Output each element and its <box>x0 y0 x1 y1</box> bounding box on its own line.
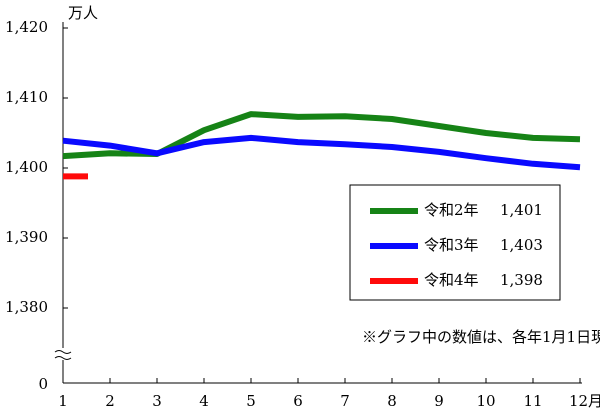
legend-label: 令和4年 <box>424 271 479 289</box>
x-tick-label: 12月 <box>569 392 600 410</box>
y-tick-label: 1,400 <box>5 158 48 176</box>
axis-break <box>54 350 72 360</box>
x-tick-label: 5 <box>246 392 256 410</box>
y-tick-label: 1,390 <box>5 228 48 246</box>
legend-value: 1,398 <box>500 271 543 289</box>
note: ※グラフ中の数値は、各年1月1日現在 <box>362 328 600 346</box>
unit-label: 万人 <box>68 4 98 22</box>
legend-value: 1,401 <box>500 201 543 219</box>
y-tick-label: 1,420 <box>5 18 48 36</box>
x-tick-label: 10 <box>476 392 495 410</box>
x-tick-label: 6 <box>293 392 303 410</box>
y-tick-label: 1,380 <box>5 298 48 316</box>
x-tick-label: 1 <box>58 392 68 410</box>
x-tick-label: 9 <box>434 392 444 410</box>
x-tick-label: 2 <box>105 392 115 410</box>
x-tick-label: 4 <box>199 392 209 410</box>
legend-label: 令和3年 <box>424 236 479 254</box>
legend-value: 1,403 <box>500 236 543 254</box>
x-tick-label: 3 <box>152 392 162 410</box>
y-tick-label: 1,410 <box>5 88 48 106</box>
x-tick-label: 7 <box>340 392 350 410</box>
x-tick-label: 8 <box>387 392 397 410</box>
x-tick-label: 11 <box>523 392 542 410</box>
y-origin-label: 0 <box>38 375 48 393</box>
legend-label: 令和2年 <box>424 201 479 219</box>
series-line <box>62 134 581 171</box>
